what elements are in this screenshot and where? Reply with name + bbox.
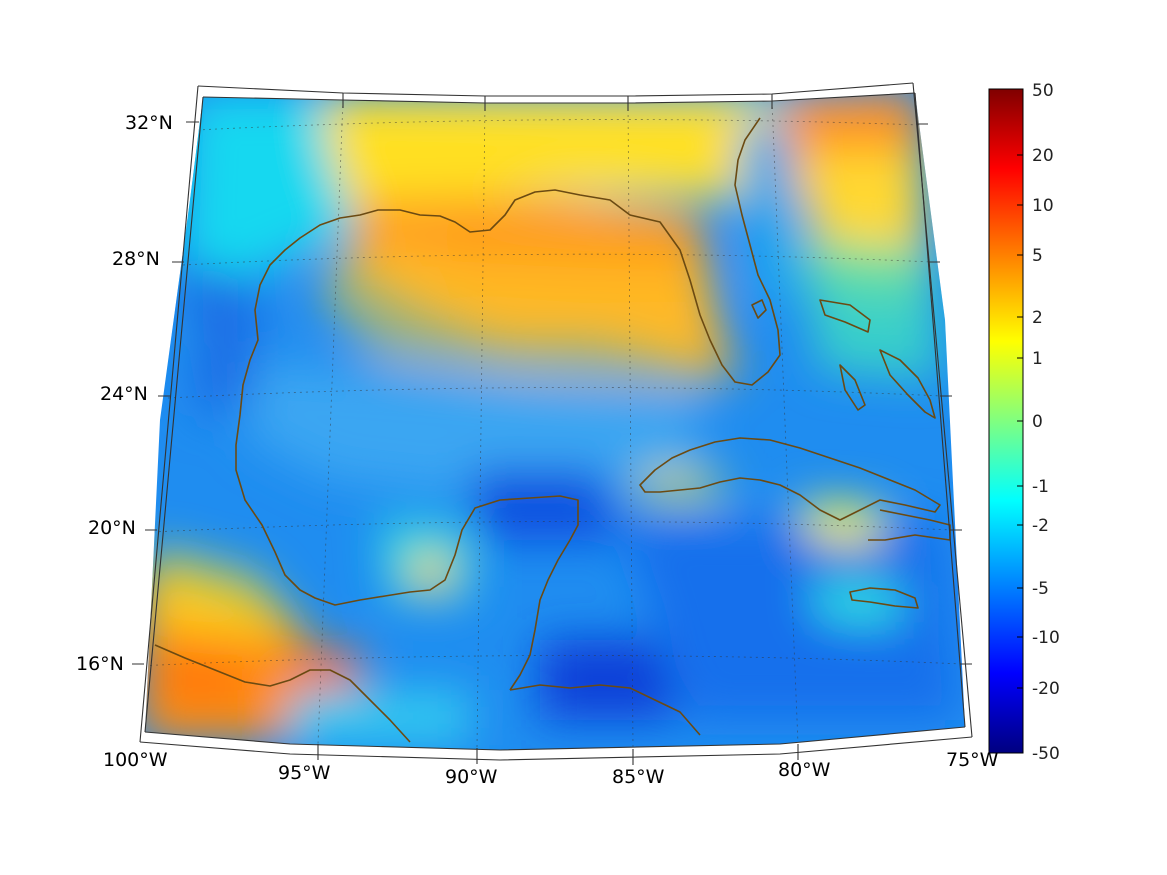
lat-label: 20°N [88, 517, 136, 539]
colorbar-ticks [1017, 88, 1023, 754]
colorbar-label: -10 [1032, 628, 1060, 648]
graticule [145, 99, 963, 750]
map-frame [132, 82, 973, 765]
lat-label: 28°N [112, 248, 160, 270]
data-field [145, 93, 965, 750]
coastline-pacific-mexico [154, 644, 411, 743]
coastlines [154, 117, 951, 743]
colorbar-label: 2 [1032, 308, 1043, 328]
coastline-gulf [235, 117, 781, 691]
colorbar-label: 0 [1032, 412, 1043, 432]
coastline-bahamas [819, 299, 936, 419]
colorbar-label: -50 [1032, 744, 1060, 764]
colorbar-label: 20 [1032, 146, 1054, 166]
longitude-labels: 100°W 95°W 90°W 85°W 80°W 75°W [103, 749, 999, 788]
lon-label: 75°W [946, 749, 999, 771]
colorbar-label: 1 [1032, 349, 1043, 369]
colorbar-label: 10 [1032, 196, 1054, 216]
colorbar-label: -5 [1032, 579, 1049, 599]
coastline-jamaica [849, 587, 919, 609]
colorbar: 50 20 10 5 2 1 0 -1 -2 -5 -10 -20 -50 [988, 81, 1060, 764]
lat-label: 32°N [125, 112, 173, 134]
colorbar-label: -20 [1032, 679, 1060, 699]
lat-label: 16°N [76, 653, 124, 675]
lon-label: 85°W [612, 766, 665, 788]
colorbar-label: 50 [1032, 81, 1054, 101]
colorbar-label: -1 [1032, 477, 1049, 497]
coastline-central-america [509, 684, 701, 736]
coastline-cuba [639, 437, 941, 521]
lat-label: 24°N [100, 383, 148, 405]
lon-label: 90°W [445, 766, 498, 788]
lon-label: 80°W [778, 759, 831, 781]
lon-label: 100°W [103, 749, 168, 771]
colorbar-label: -2 [1032, 516, 1049, 536]
lon-label: 95°W [278, 762, 331, 784]
latitude-labels: 32°N 28°N 24°N 20°N 16°N [76, 112, 173, 675]
colorbar-label: 5 [1032, 246, 1043, 266]
